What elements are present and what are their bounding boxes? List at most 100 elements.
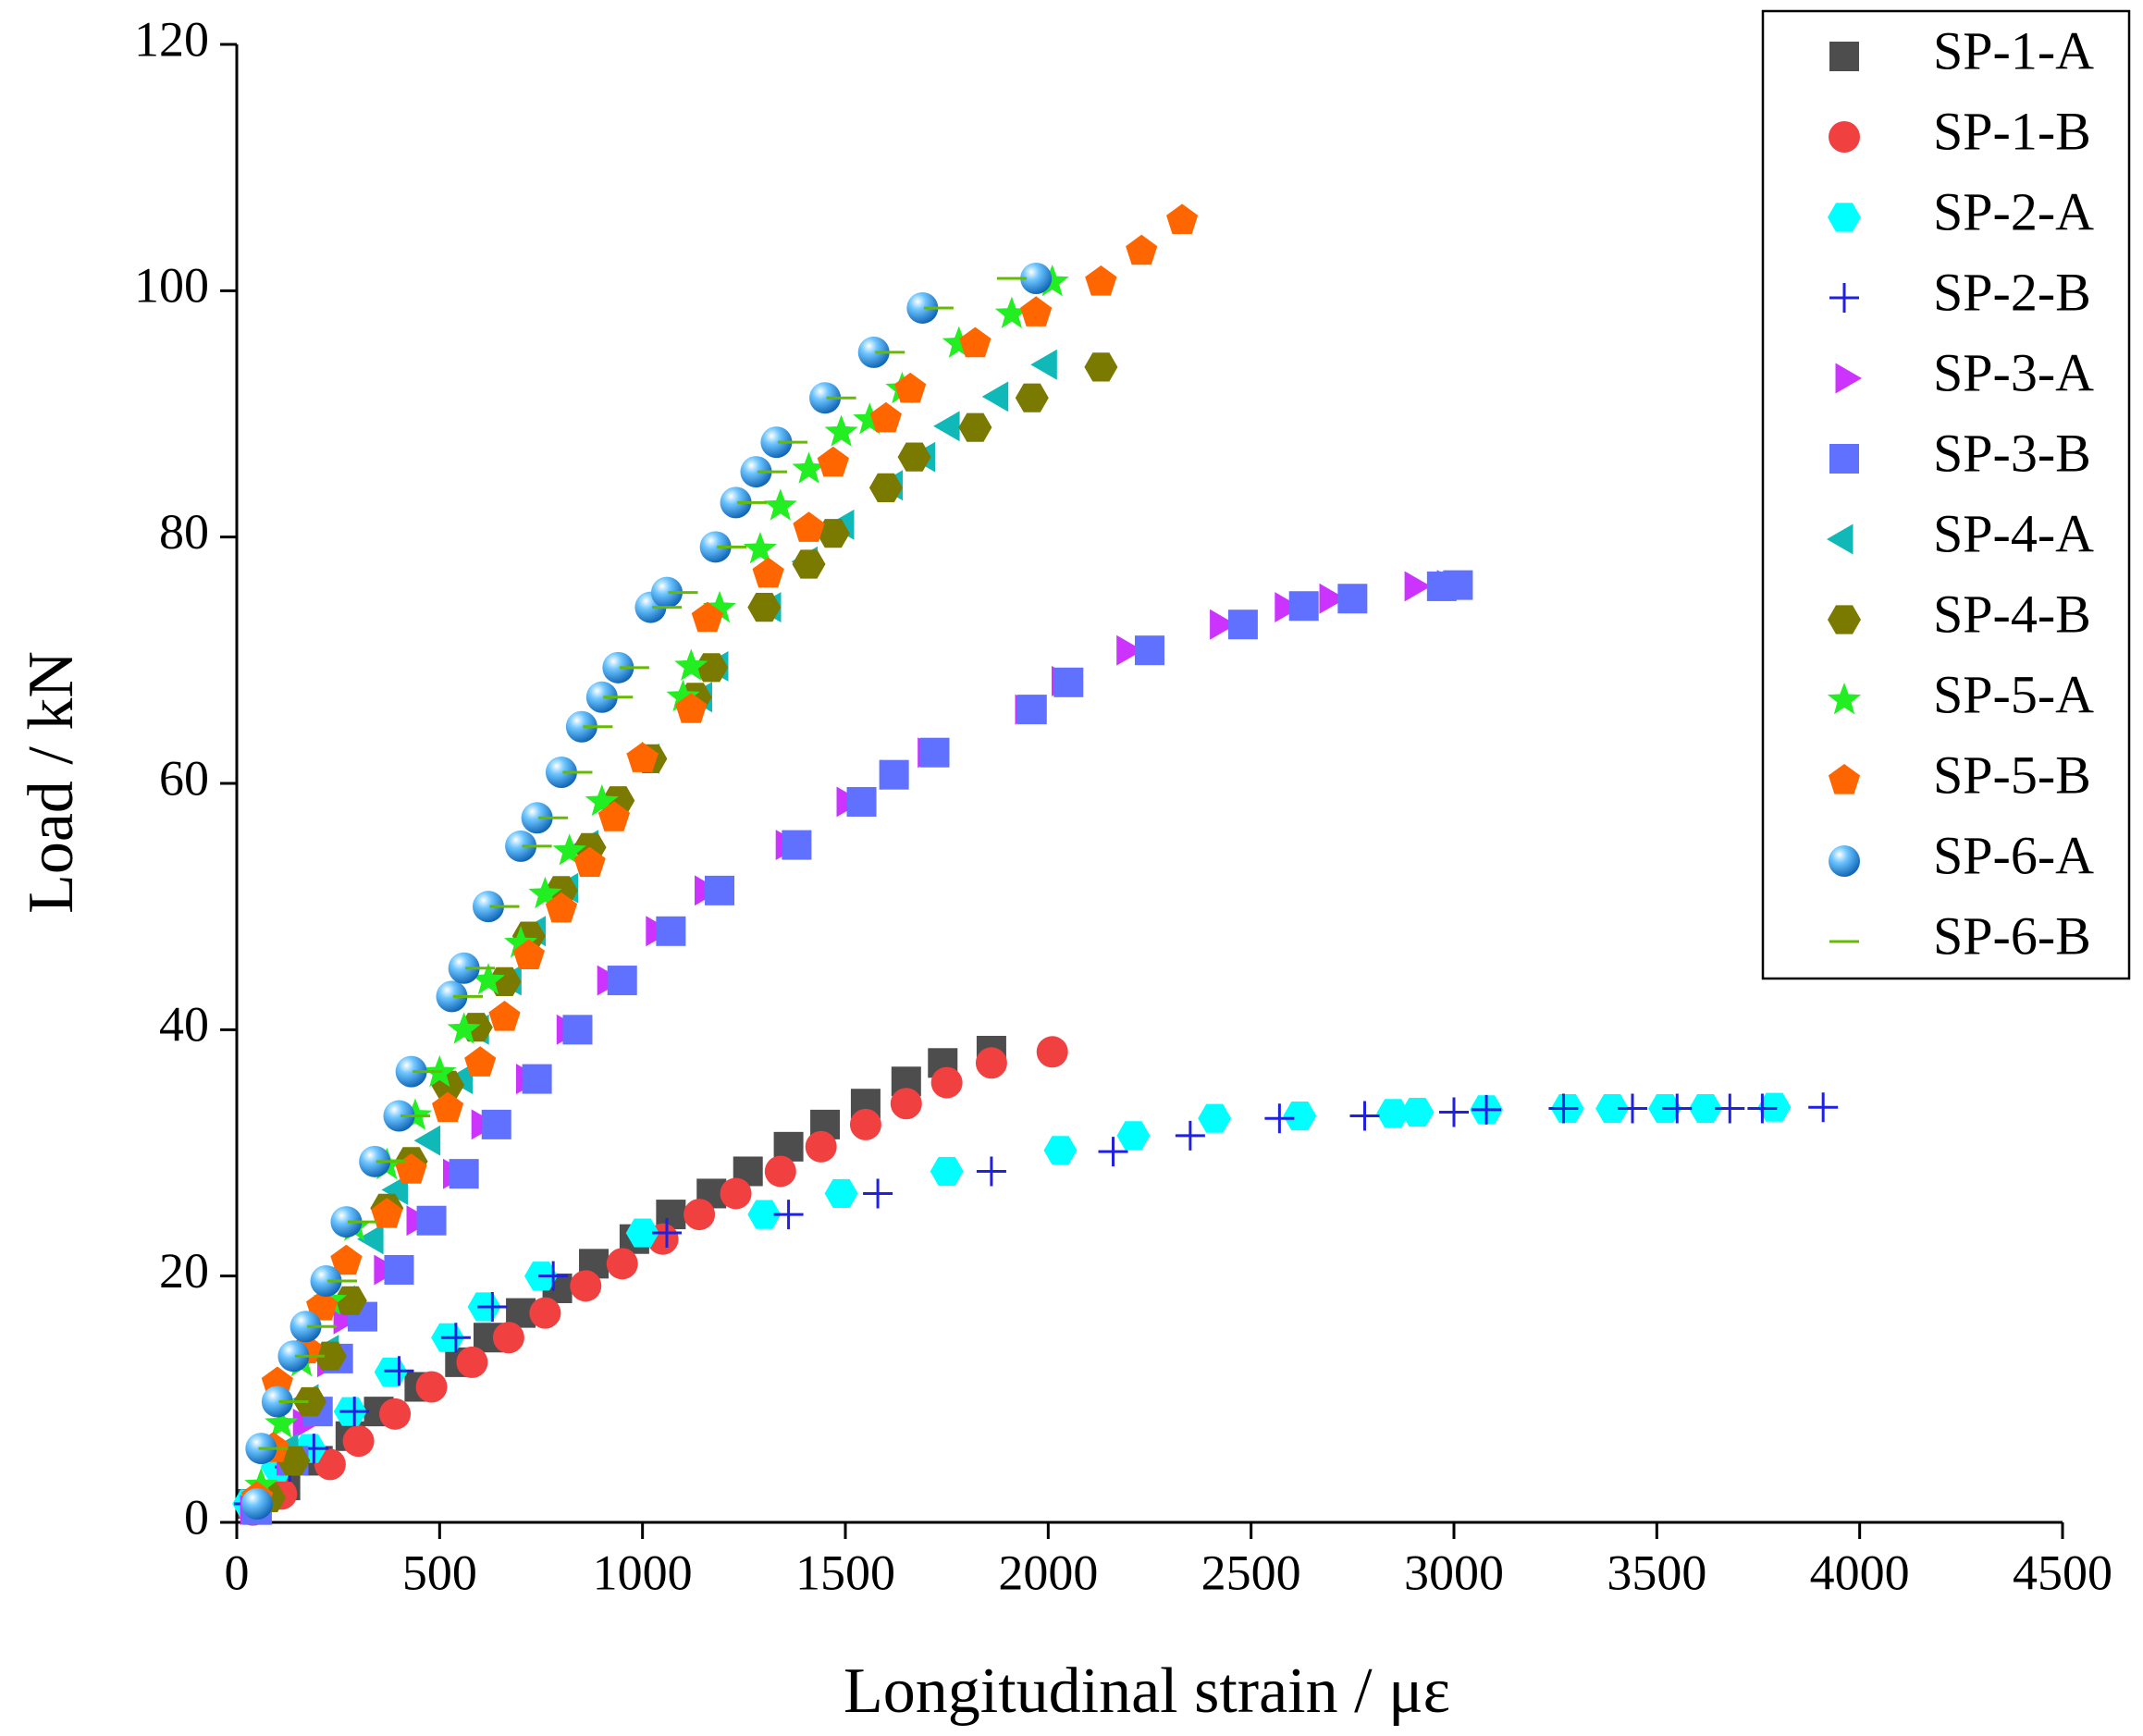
data-point: [1404, 571, 1432, 602]
legend-marker: [1828, 203, 1861, 232]
data-point: [416, 1205, 447, 1236]
data-point: [1715, 1093, 1745, 1124]
data-point: [339, 1397, 370, 1427]
data-point: [432, 1091, 464, 1123]
data-point: [333, 1286, 367, 1315]
data-point: [1053, 667, 1084, 697]
data-point: [773, 1200, 804, 1230]
data-point: [505, 830, 537, 862]
data-point: [512, 939, 545, 969]
data-point: [1275, 592, 1301, 622]
data-point: [384, 1356, 414, 1386]
data-point: [1747, 1093, 1778, 1124]
data-point: [857, 336, 890, 368]
data-point: [1439, 1097, 1469, 1127]
data-point: [684, 1199, 716, 1231]
x-tick-label: 500: [402, 1545, 477, 1600]
data-point: [994, 296, 1028, 328]
data-point: [545, 892, 578, 923]
data-point: [1126, 234, 1158, 265]
data-point: [879, 759, 909, 790]
data-point: [471, 963, 505, 995]
legend-label: SP-6-A: [1933, 825, 2094, 885]
data-point: [1020, 263, 1053, 295]
data-point: [1198, 1103, 1232, 1133]
data-point: [1175, 1120, 1205, 1151]
data-point: [1020, 296, 1053, 326]
data-point: [919, 737, 950, 768]
data-point: [1283, 1102, 1317, 1131]
data-point: [1376, 1099, 1410, 1128]
data-point: [552, 833, 586, 866]
data-point: [1548, 1093, 1579, 1124]
data-point: [651, 1218, 682, 1249]
data-point: [1472, 1094, 1502, 1125]
legend-label: SP-3-A: [1933, 342, 2094, 402]
data-point: [545, 757, 577, 789]
data-point: [607, 966, 637, 996]
legend-marker: [1829, 283, 1859, 313]
data-point: [849, 1108, 881, 1140]
data-point: [1116, 1121, 1151, 1151]
data-point: [1043, 1136, 1078, 1165]
data-point: [1085, 265, 1117, 296]
data-point: [1116, 634, 1143, 666]
data-point: [930, 1066, 963, 1099]
data-point: [521, 802, 553, 834]
data-point: [695, 653, 729, 683]
data-point: [1210, 609, 1237, 640]
data-point: [1098, 1137, 1128, 1167]
legend-marker: [1829, 42, 1859, 71]
data-point: [310, 1264, 342, 1297]
data-point: [440, 1323, 471, 1353]
data-point: [743, 532, 777, 564]
data-point: [313, 1341, 347, 1371]
legend-marker: [1829, 121, 1860, 153]
data-point: [464, 1046, 497, 1077]
x-axis-title: Longitudinal strain / με: [844, 1656, 1450, 1727]
data-point: [656, 916, 686, 946]
data-point: [492, 1322, 524, 1354]
legend-label: SP-4-A: [1933, 503, 2094, 563]
data-point: [906, 291, 939, 324]
x-tick-label: 2000: [998, 1545, 1098, 1600]
y-axis-title: Load / kN: [16, 651, 87, 914]
legend-label: SP-1-A: [1933, 20, 2094, 80]
data-point: [565, 710, 597, 743]
data-point: [436, 980, 468, 1013]
data-point: [261, 1385, 293, 1418]
data-point: [817, 446, 849, 477]
data-point: [625, 1218, 659, 1248]
x-tick-label: 2500: [1201, 1545, 1301, 1600]
data-point: [398, 1098, 433, 1130]
data-point: [720, 486, 752, 519]
data-point: [1030, 349, 1057, 380]
data-point: [1084, 352, 1118, 382]
data-point: [477, 1291, 508, 1322]
data-point: [277, 1340, 310, 1373]
data-point: [764, 1155, 796, 1188]
data-point: [1443, 570, 1473, 600]
data-point: [650, 576, 683, 609]
data-point: [395, 1055, 427, 1088]
x-tick-label: 3500: [1607, 1545, 1706, 1600]
data-point: [1166, 203, 1199, 234]
legend-box: [1761, 9, 2131, 980]
data-point: [763, 488, 797, 521]
data-point: [1288, 591, 1319, 622]
data-point: [379, 1397, 412, 1430]
legend-label: SP-5-A: [1933, 664, 2094, 724]
data-point: [314, 1448, 346, 1481]
legend-marker: [1827, 683, 1862, 715]
x-tick-label: 0: [225, 1545, 250, 1600]
y-tick-label: 40: [159, 997, 209, 1053]
data-point: [933, 411, 960, 442]
data-point: [1595, 1094, 1630, 1124]
data-point: [413, 1125, 441, 1156]
x-tick-label: 4000: [1810, 1545, 1910, 1600]
x-tick-label: 1000: [593, 1545, 693, 1600]
legend-marker: [1828, 764, 1861, 794]
data-point: [449, 1159, 479, 1189]
legend-label: SP-6-B: [1933, 905, 2091, 966]
